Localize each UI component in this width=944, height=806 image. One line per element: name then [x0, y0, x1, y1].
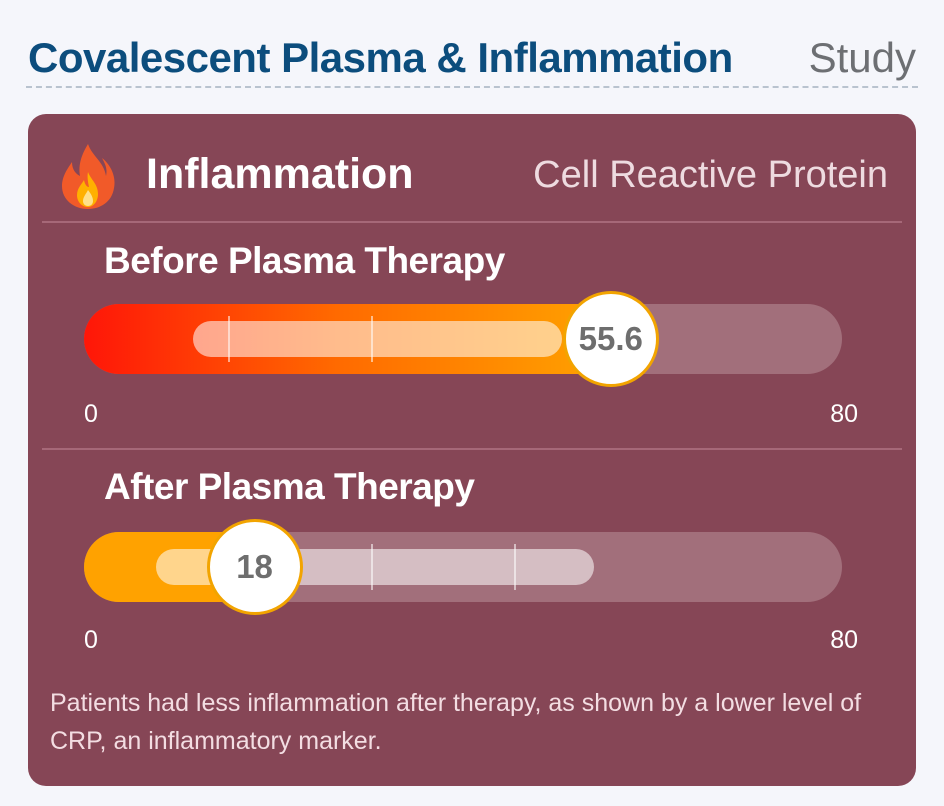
footnote: Patients had less inflammation after the…	[50, 689, 862, 755]
axis-max-label: 80	[830, 400, 858, 428]
range-tick	[371, 316, 374, 362]
range-tick	[371, 544, 374, 590]
axis-min-label: 0	[84, 626, 98, 654]
page-subtitle: Study	[808, 34, 916, 81]
fire-icon	[62, 144, 115, 209]
page-header: Covalescent Plasma & Inflammation Study	[26, 22, 918, 88]
value-marker: 18	[206, 519, 303, 615]
gauge-track	[84, 532, 842, 602]
range-tick	[514, 544, 517, 590]
normal-range-band	[192, 321, 563, 357]
card-title: Inflammation	[146, 150, 414, 198]
gauge-track	[84, 304, 842, 374]
divider	[42, 221, 902, 223]
gauge-label: After Plasma Therapy	[104, 466, 475, 507]
gauge-label: Before Plasma Therapy	[104, 240, 505, 281]
divider	[42, 448, 902, 450]
card-header: Inflammation Cell Reactive Protein	[28, 114, 916, 222]
value-marker: 55.6	[562, 291, 659, 387]
axis-max-label: 80	[830, 626, 858, 654]
axis-min-label: 0	[84, 400, 98, 428]
range-tick	[228, 316, 231, 362]
card-subtitle: Cell Reactive Protein	[533, 154, 888, 196]
page-title: Covalescent Plasma & Inflammation	[28, 34, 733, 81]
inflammation-card: Inflammation Cell Reactive Protein Befor…	[28, 114, 916, 786]
